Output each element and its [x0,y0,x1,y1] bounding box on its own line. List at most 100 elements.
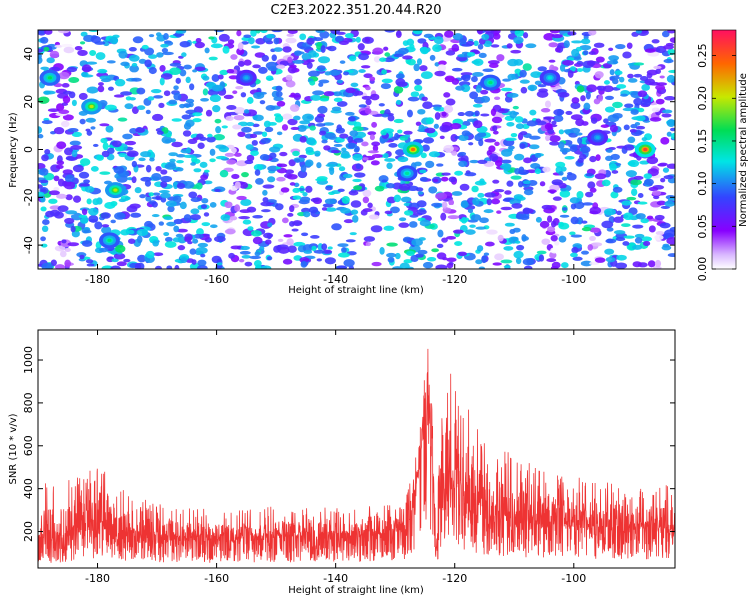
heatmap-cell [328,69,341,76]
heatmap-cell [475,226,487,230]
colorbar-tick-label: 0.15 [696,129,709,154]
heatmap-cell [615,43,626,50]
heatmap-cell [148,192,154,197]
heatmap-cell [422,137,435,144]
heatmap-cell [466,51,476,57]
heatmap-cell [269,152,277,159]
heatmap-cell [164,236,173,243]
heatmap-cell [362,189,372,197]
heatmap-cell [173,218,183,225]
heatmap-cell [489,153,499,162]
heatmap-cell [273,113,282,117]
heatmap-cell [243,34,252,38]
heatmap-cell [308,50,317,58]
heatmap-cell [354,90,364,96]
heatmap-cell [325,163,337,167]
heatmap-cell [213,134,225,141]
heatmap-cell [275,90,283,98]
heatmap-cell [612,78,619,85]
heatmap-cell [285,37,297,44]
heatmap-cell [632,261,642,268]
heatmap-cell [136,105,146,111]
heatmap-cell [626,42,633,49]
heatmap-cell [40,236,46,242]
heatmap-cell [85,259,94,264]
heatmap-cell [69,140,81,146]
heatmap-cell [381,113,389,118]
heatmap-cell [601,179,611,187]
heatmap-cell [515,257,522,265]
heatmap-cell [441,237,448,243]
heatmap-cell [253,163,264,171]
heatmap-cell [508,145,515,150]
y-tick-label: 1000 [22,346,35,374]
heatmap-cell [445,98,456,106]
heatmap-cell [336,79,344,84]
heatmap-cell [164,163,177,170]
heatmap-cell [131,176,137,184]
heatmap-cell [570,252,578,258]
heatmap-cell [155,195,163,201]
heatmap-cell [364,108,372,115]
heatmap-cell [370,160,380,166]
heatmap-cell [519,79,530,84]
heatmap-cell [191,259,197,265]
heatmap-cell [339,133,349,139]
heatmap-cell [152,192,161,196]
heatmap-cell [273,47,283,52]
heatmap-cell [276,176,286,182]
heatmap-cell [419,169,427,174]
heatmap-cell [548,59,556,63]
heatmap-cell [448,176,457,183]
heatmap-cell [604,106,616,113]
heatmap-cell [583,102,591,111]
heatmap-cell [468,142,474,146]
heatmap-cell [602,85,614,93]
heatmap-cell [656,82,668,86]
heatmap-cell [403,237,413,242]
heatmap-cell [537,66,547,72]
heatmap-cell [534,120,547,126]
heatmap-cell [353,138,364,143]
heatmap-cell [510,175,522,180]
heatmap-cell [666,74,675,83]
heatmap-cell [436,163,444,167]
heatmap-cell [573,201,585,210]
heatmap-cell [191,156,198,163]
heatmap-cell [576,191,584,199]
heatmap-cell [61,239,67,244]
heatmap-cell [361,141,369,147]
heatmap-cell [379,57,387,62]
heatmap-cell [131,77,142,82]
heatmap-cell [130,212,142,218]
heatmap-cell [192,69,198,73]
heatmap-cell [496,210,502,214]
heatmap-cell [551,120,557,125]
heatmap-cell [252,236,263,245]
heatmap-cell [395,73,405,80]
heatmap-cell [433,36,444,45]
heatmap-cell [183,122,192,130]
heatmap-cell [343,71,350,76]
heatmap-cell [151,201,158,208]
heatmap-cell [345,87,356,94]
heatmap-cell [476,245,484,252]
heatmap-cell [494,141,500,147]
heatmap-cell [655,98,665,105]
heatmap-cell [250,30,257,37]
heatmap-cell [209,94,222,103]
heatmap-cell [124,103,134,110]
heatmap-hotspot [405,171,410,175]
heatmap-cell [195,246,208,255]
heatmap-cell [145,250,155,259]
heatmap-cell [604,248,615,255]
heatmap-cell [662,44,675,50]
heatmap-cell [183,64,192,70]
heatmap-cell [259,154,270,161]
heatmap-cell [300,260,308,268]
heatmap-cell [321,139,328,144]
colorbar-frame [711,29,737,270]
heatmap-cell [92,143,99,147]
heatmap-cell [658,162,668,167]
heatmap-cell [125,96,132,101]
